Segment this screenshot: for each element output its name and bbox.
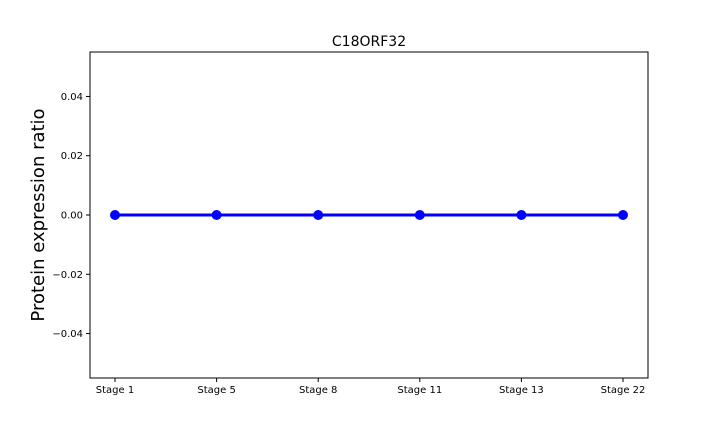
data-point [414, 210, 425, 220]
x-tick-label: Stage 11 [397, 385, 442, 396]
data-point [516, 210, 527, 220]
x-axis-ticks: Stage 1 Stage 5 Stage 8 Stage 11 Stage 13 Sta… [96, 378, 646, 396]
x-tick-label: Stage 1 [96, 385, 134, 396]
y-tick-label: 0.02 [61, 151, 83, 162]
y-tick-label: −0.02 [52, 270, 83, 281]
x-tick-label: Stage 8 [299, 385, 337, 396]
data-point [618, 210, 628, 220]
series-group [110, 210, 628, 220]
x-tick-label: Stage 5 [197, 385, 235, 396]
y-axis-ticks: −0.04 −0.02 0.00 0.02 0.04 [52, 92, 90, 340]
y-tick-label: −0.04 [52, 329, 83, 340]
x-tick-label: Stage 22 [601, 385, 646, 396]
data-point [110, 210, 120, 220]
x-tick-label: Stage 13 [499, 385, 544, 396]
data-point [211, 210, 222, 220]
data-point [313, 210, 324, 220]
chart-title: C18ORF32 [332, 34, 406, 50]
y-tick-label: 0.00 [61, 211, 83, 222]
y-axis-label: Protein expression ratio [28, 108, 49, 321]
y-tick-label: 0.04 [61, 92, 83, 103]
